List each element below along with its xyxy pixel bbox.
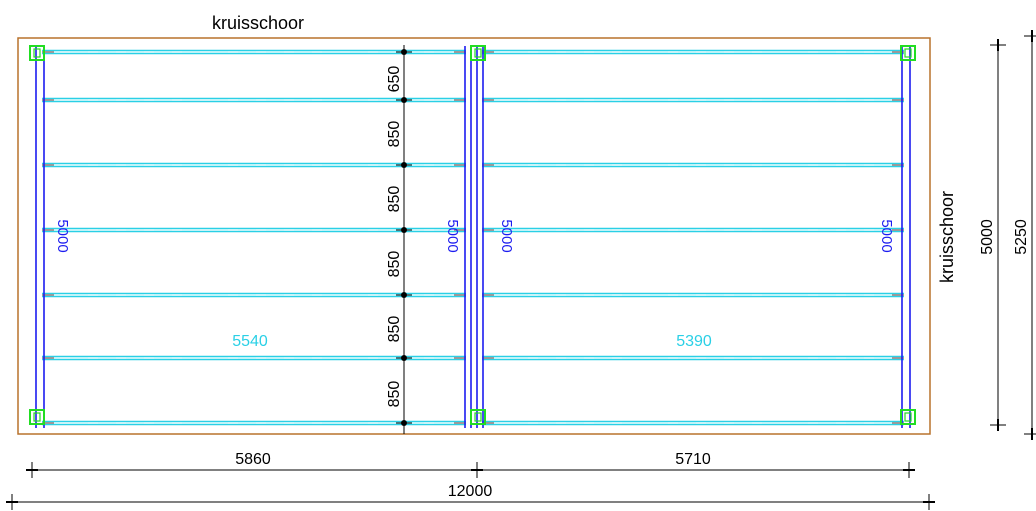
- right-span-dimension: 5710: [675, 451, 711, 468]
- column: [29, 409, 45, 425]
- girder: [35, 46, 45, 428]
- column: [470, 409, 486, 425]
- spacing-dimension-line: [396, 45, 412, 434]
- columns-group: [29, 45, 916, 425]
- total-depth-dimension: 5250: [1013, 219, 1030, 255]
- spacing-label-3: 850: [386, 186, 403, 213]
- column: [29, 45, 45, 61]
- span-dimension-line: [26, 462, 915, 478]
- dimension-dot: [401, 420, 407, 426]
- total-width-dimension-line: [6, 494, 935, 510]
- dimension-dot: [401, 49, 407, 55]
- beam: [482, 355, 904, 361]
- left-span-dimension: 5860: [235, 451, 271, 468]
- beams-group: [42, 49, 904, 426]
- total-depth-dimension-line: [1024, 30, 1036, 440]
- girder: [901, 46, 911, 428]
- column: [900, 409, 916, 425]
- beam: [42, 355, 466, 361]
- beam: [482, 49, 904, 55]
- spacing-label-1: 650: [386, 66, 403, 93]
- spacing-label-2: 850: [386, 121, 403, 148]
- girder-length-3: 5000: [498, 219, 515, 252]
- beam: [482, 292, 904, 298]
- dimension-dot: [401, 97, 407, 103]
- dimension-dot: [401, 292, 407, 298]
- left-beam-length: 5540: [232, 333, 268, 350]
- girder-length-4: 5000: [878, 219, 895, 252]
- inner-depth-dimension-line: [990, 39, 1006, 431]
- beam: [482, 162, 904, 168]
- outline-frame: [17, 37, 931, 435]
- beam: [42, 49, 466, 55]
- column: [900, 45, 916, 61]
- spacing-label-4: 850: [386, 251, 403, 278]
- beam: [42, 292, 466, 298]
- dimension-dot: [401, 162, 407, 168]
- right-beam-length: 5390: [676, 333, 712, 350]
- inner-depth-dimension: 5000: [979, 219, 996, 255]
- girder: [476, 46, 484, 428]
- girder-length-1: 5000: [54, 219, 71, 252]
- girders-group: [35, 46, 911, 428]
- beam: [482, 97, 904, 103]
- girder-length-2: 5000: [444, 219, 461, 252]
- top-bracing-label: kruisschoor: [212, 13, 304, 33]
- dimension-dot: [401, 227, 407, 233]
- right-bracing-label: kruisschoor: [937, 191, 957, 283]
- beam: [42, 227, 466, 233]
- spacing-label-6: 850: [386, 381, 403, 408]
- girder: [464, 46, 472, 428]
- beam: [42, 97, 466, 103]
- total-width-dimension: 12000: [448, 483, 493, 500]
- column: [470, 45, 486, 61]
- dimension-dot: [401, 355, 407, 361]
- beam: [482, 227, 904, 233]
- spacing-label-5: 850: [386, 316, 403, 343]
- beam: [42, 420, 466, 426]
- beam: [482, 420, 904, 426]
